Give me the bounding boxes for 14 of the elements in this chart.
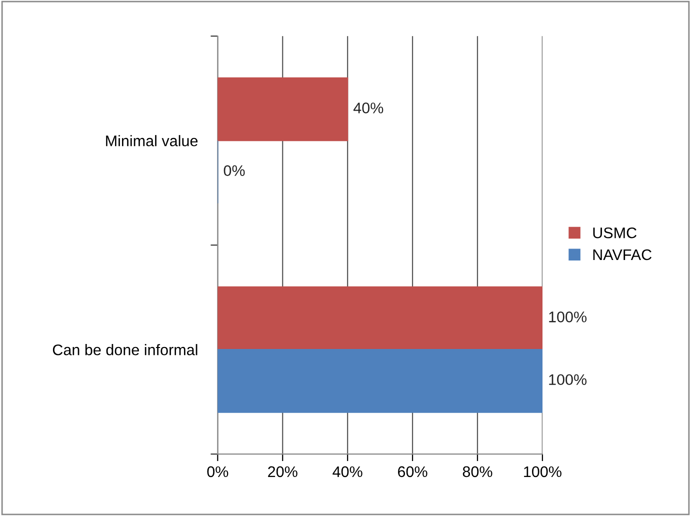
x-tick-label: 0% <box>207 466 228 478</box>
legend-label: NAVFAC <box>593 249 652 260</box>
x-tick-label: 20% <box>268 466 298 478</box>
legend-label: USMC <box>593 227 636 238</box>
x-tick-label: 100% <box>524 466 562 478</box>
y-tick-label: Minimal value <box>106 135 198 146</box>
data-label: 0% <box>224 165 245 176</box>
x-tick-label: 40% <box>332 466 362 478</box>
y-tick-label: Can be done informal <box>52 344 198 356</box>
data-label: 100% <box>549 312 587 322</box>
x-tick-label: 60% <box>398 466 428 478</box>
x-tick-label: 80% <box>462 466 492 478</box>
data-label: 40% <box>353 102 384 114</box>
data-label: 100% <box>549 374 587 386</box>
